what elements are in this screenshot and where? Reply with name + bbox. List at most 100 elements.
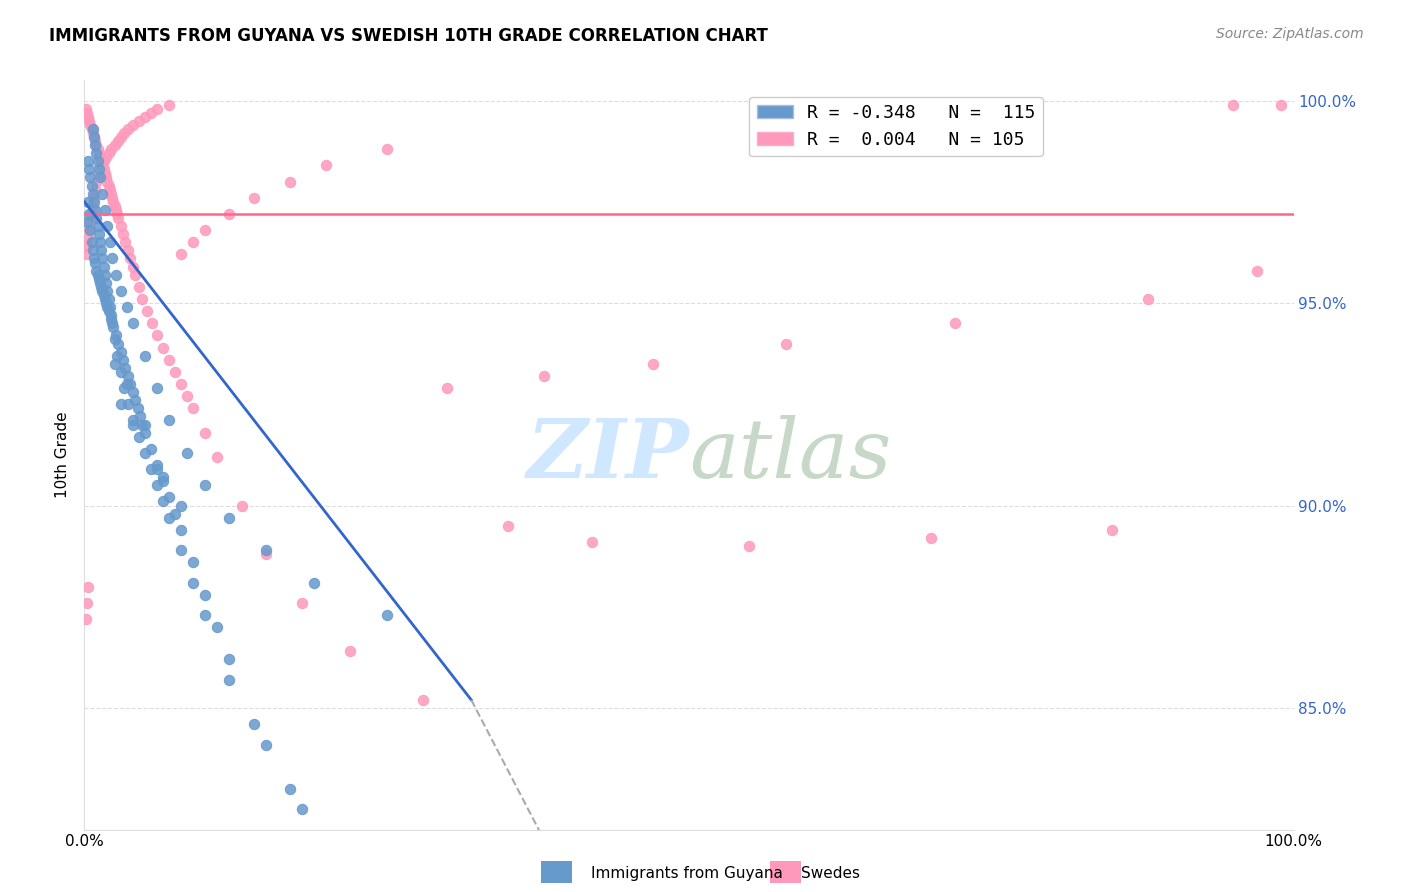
Text: IMMIGRANTS FROM GUYANA VS SWEDISH 10TH GRADE CORRELATION CHART: IMMIGRANTS FROM GUYANA VS SWEDISH 10TH G… (49, 27, 768, 45)
Point (110, 284, 132, 298)
Point (79, 118, 101, 132)
Point (339, 847, 361, 861)
Point (97, 292, 120, 306)
Point (121, 385, 143, 400)
Point (82, 121, 104, 136)
Point (242, 191, 264, 205)
Point (176, 389, 198, 403)
Point (79, 215, 101, 229)
Point (207, 620, 229, 634)
Point (115, 300, 138, 314)
Point (129, 409, 152, 424)
Legend: R = -0.348   N =  115, R =  0.004   N = 105: R = -0.348 N = 115, R = 0.004 N = 105 (749, 97, 1043, 156)
Point (134, 417, 156, 432)
Point (121, 417, 143, 432)
Point (86, 142, 108, 156)
Point (76, 105, 98, 120)
Point (104, 199, 127, 213)
Point (105, 207, 128, 221)
Point (181, 401, 204, 416)
Point (117, 244, 139, 258)
Point (96, 219, 118, 233)
Text: Swedes: Swedes (801, 866, 860, 881)
Point (105, 349, 128, 363)
Point (97, 304, 120, 318)
Point (115, 377, 138, 392)
Point (77, 110, 100, 124)
Point (98, 235, 121, 250)
Point (82, 199, 104, 213)
Point (103, 320, 125, 334)
Point (943, 316, 966, 330)
Point (139, 105, 162, 120)
Point (94, 292, 117, 306)
Point (134, 425, 156, 440)
Point (87, 162, 110, 177)
Point (112, 381, 135, 395)
Point (82, 244, 104, 258)
Point (94, 170, 117, 185)
Point (121, 316, 143, 330)
Point (110, 365, 132, 379)
Point (146, 328, 169, 343)
Point (121, 118, 143, 132)
Point (110, 344, 132, 359)
Point (94, 276, 117, 290)
Point (110, 219, 132, 233)
Point (176, 446, 198, 460)
Point (75, 247, 97, 261)
Point (112, 227, 135, 242)
Point (89, 235, 111, 250)
Point (101, 252, 124, 266)
Point (152, 494, 174, 508)
Point (89, 170, 111, 185)
Point (87, 227, 110, 242)
Point (98, 300, 121, 314)
Point (82, 186, 104, 201)
Point (134, 349, 156, 363)
Point (91, 186, 114, 201)
Point (90, 244, 112, 258)
Point (104, 268, 127, 282)
Point (146, 102, 169, 116)
Point (533, 368, 555, 383)
Point (1246, 263, 1268, 277)
Point (114, 360, 136, 375)
Point (181, 555, 204, 569)
Point (94, 202, 117, 217)
Point (94, 268, 117, 282)
Point (86, 211, 108, 225)
Point (170, 499, 193, 513)
Point (94, 166, 117, 180)
Point (134, 110, 156, 124)
Point (152, 475, 174, 489)
Point (80, 121, 103, 136)
Point (194, 478, 217, 492)
Point (242, 717, 264, 731)
Point (84, 183, 107, 197)
Point (218, 673, 240, 687)
Point (738, 539, 761, 553)
Text: atlas: atlas (689, 415, 891, 495)
Point (110, 130, 132, 145)
Point (77, 223, 100, 237)
Point (83, 194, 105, 209)
Point (100, 312, 122, 326)
Point (94, 296, 117, 310)
Point (77, 580, 100, 594)
Point (165, 365, 187, 379)
Point (146, 462, 169, 476)
Point (77, 162, 100, 177)
Point (194, 607, 217, 622)
Point (121, 260, 143, 274)
Point (131, 417, 153, 432)
Point (84, 138, 107, 153)
Point (86, 138, 108, 153)
Point (181, 235, 204, 250)
Point (91, 252, 114, 266)
Point (120, 377, 142, 392)
Point (110, 397, 132, 411)
Point (79, 223, 101, 237)
Point (83, 191, 105, 205)
Point (97, 146, 120, 161)
